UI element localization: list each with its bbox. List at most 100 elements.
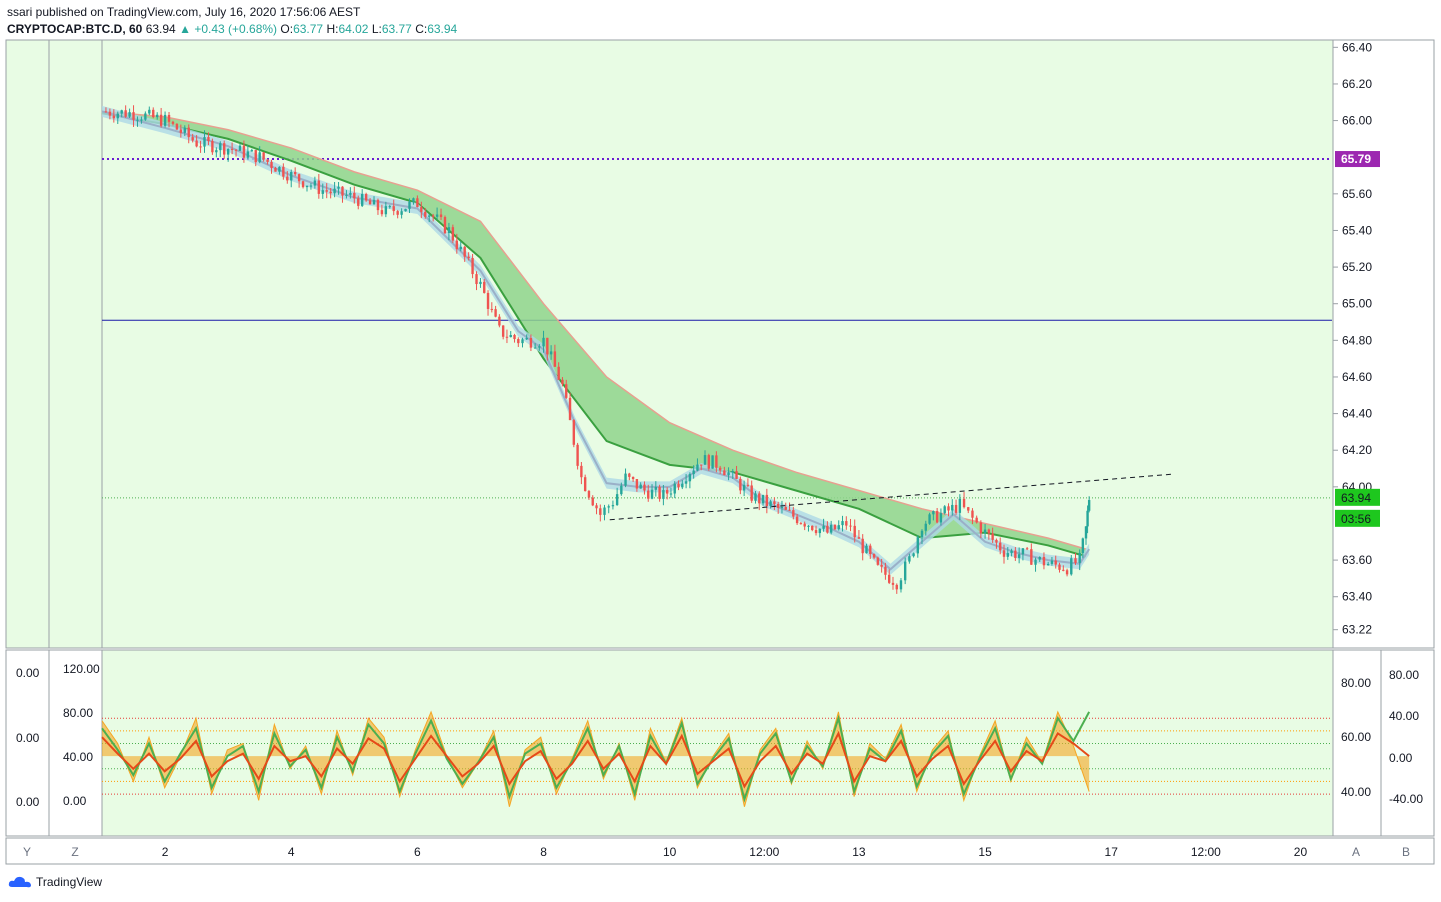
candle-body — [1006, 553, 1009, 557]
price-tick-label: 63.60 — [1342, 553, 1372, 567]
time-tick-label: 15 — [978, 845, 992, 859]
candle-body — [849, 525, 852, 527]
candle-body — [932, 511, 935, 515]
candle-body — [658, 486, 661, 499]
candle-body — [707, 455, 710, 469]
candle-body — [912, 553, 915, 557]
candle-body — [321, 190, 324, 194]
candle-body — [869, 545, 872, 555]
candle-body — [293, 172, 297, 175]
candle-body — [628, 473, 631, 477]
candle-body — [1054, 560, 1057, 565]
candle-body — [715, 455, 718, 468]
symbol-name[interactable]: CRYPTOCAP:BTC.D, 60 — [7, 22, 143, 36]
osc-right2-tick: 80.00 — [1389, 668, 1419, 682]
candle-body — [116, 113, 119, 119]
candle-body — [1086, 510, 1089, 527]
price-tick-label: 66.40 — [1342, 40, 1372, 54]
candle-body — [884, 566, 887, 575]
price-tick-label: 66.20 — [1342, 77, 1372, 91]
axis-button-z[interactable]: Z — [71, 845, 78, 859]
osc-right2-tick: 40.00 — [1389, 709, 1419, 723]
candle-body — [951, 504, 954, 511]
candle-body — [692, 470, 695, 475]
candle-body — [780, 506, 784, 508]
candle-body — [392, 206, 395, 212]
candle-body — [486, 292, 490, 309]
candle-body — [1046, 563, 1050, 566]
candle-body — [167, 114, 171, 122]
price-tick-label: 64.40 — [1342, 407, 1372, 421]
candle-body — [187, 127, 190, 138]
candle-body — [935, 511, 939, 523]
candle-body — [792, 510, 795, 517]
candle-body — [635, 479, 639, 489]
candle-body — [305, 185, 309, 188]
axis-button-b[interactable]: B — [1402, 845, 1410, 859]
candle-body — [112, 115, 116, 119]
candle-body — [505, 336, 509, 338]
candle-body — [991, 533, 994, 540]
time-tick-label: 6 — [414, 845, 421, 859]
candle-body — [962, 498, 966, 508]
candle-body — [455, 240, 459, 250]
candle-body — [572, 420, 576, 445]
candle-body — [688, 474, 692, 482]
candle-body — [1025, 548, 1029, 550]
last-value-bg — [1335, 488, 1380, 506]
ma-ribbon-upper-line — [101, 110, 1087, 550]
time-tick-label: 13 — [852, 845, 866, 859]
candle-body — [451, 227, 455, 241]
candle-body — [784, 506, 787, 510]
candle-body — [700, 464, 703, 466]
tradingview-logo[interactable]: TradingView — [8, 875, 102, 889]
candle-body — [696, 464, 699, 471]
main-pane-bg — [5, 39, 1334, 649]
axis-button-y[interactable]: Y — [23, 845, 31, 859]
candle-body — [599, 508, 602, 515]
candle-body — [615, 494, 619, 506]
candle-body — [1034, 559, 1037, 565]
candle-body — [175, 123, 179, 130]
candle-body — [400, 211, 403, 215]
candle-body — [1038, 556, 1041, 560]
candle-body — [765, 494, 769, 507]
candle-body — [498, 316, 501, 326]
candle-body — [1081, 538, 1085, 553]
candle-body — [360, 193, 364, 206]
candle-body — [620, 485, 623, 495]
candle-body — [483, 281, 486, 293]
price-tick-label: 65.60 — [1342, 187, 1372, 201]
candle-body — [376, 199, 380, 211]
candle-body — [199, 146, 202, 148]
candle-body — [108, 111, 112, 116]
candle-body — [380, 210, 384, 215]
candle-body — [958, 498, 962, 513]
axis-button-a[interactable]: A — [1352, 845, 1360, 859]
price-tick-label: 63.22 — [1342, 623, 1372, 637]
candle-body — [246, 151, 250, 158]
candle-body — [120, 110, 123, 114]
candle-body — [631, 476, 635, 480]
candle-body — [1050, 560, 1054, 564]
candle-body — [841, 521, 844, 526]
candle-body — [595, 505, 598, 509]
candle-body — [428, 215, 431, 217]
candle-body — [258, 152, 261, 163]
candle-body — [301, 181, 305, 188]
candle-body — [136, 119, 139, 121]
candle-body — [776, 504, 780, 508]
candle-body — [353, 192, 356, 199]
candle-body — [286, 176, 289, 181]
candle-body — [803, 523, 806, 527]
candle-body — [203, 137, 206, 147]
price-tick-label: 65.00 — [1342, 297, 1372, 311]
high-label: H: — [326, 22, 339, 36]
candle-body — [727, 472, 730, 476]
candle-body — [290, 172, 293, 181]
candle-body — [191, 137, 194, 141]
candle-body — [128, 112, 131, 117]
candle-body — [408, 201, 411, 209]
candle-body — [853, 525, 856, 538]
